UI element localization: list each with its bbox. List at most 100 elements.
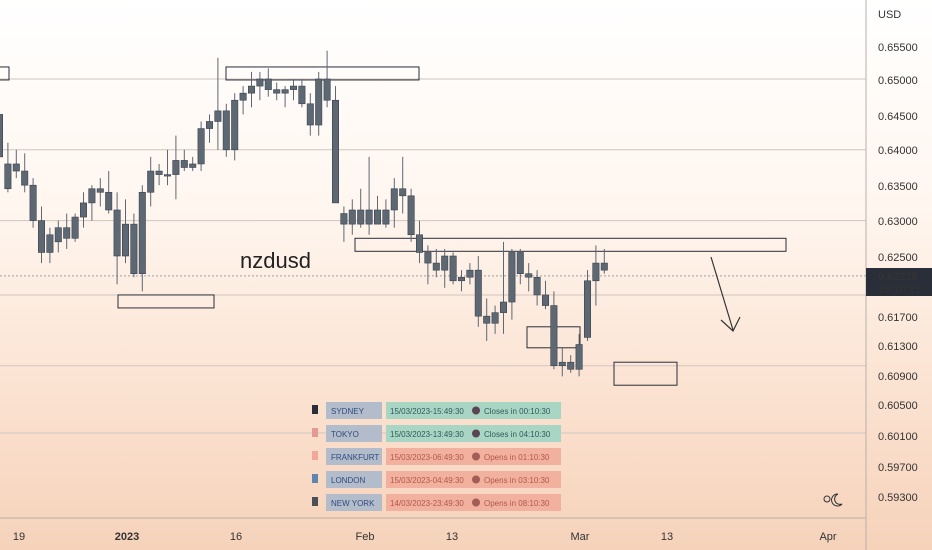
candle[interactable] xyxy=(214,110,222,122)
candle[interactable] xyxy=(340,213,348,225)
session-status: Opens in 03:10:30 xyxy=(484,476,550,485)
candle[interactable] xyxy=(222,110,230,151)
candle[interactable] xyxy=(12,163,20,172)
candle[interactable] xyxy=(29,184,37,221)
candle[interactable] xyxy=(583,280,591,338)
projection-arrow[interactable] xyxy=(710,256,734,331)
candle[interactable] xyxy=(113,209,121,257)
candle[interactable] xyxy=(315,78,323,126)
candle[interactable] xyxy=(281,89,289,94)
candle[interactable] xyxy=(474,269,482,317)
candle[interactable] xyxy=(558,361,566,367)
zone-box[interactable] xyxy=(0,66,10,81)
candle[interactable] xyxy=(71,216,79,239)
candle[interactable] xyxy=(415,234,423,253)
candle[interactable] xyxy=(231,99,239,151)
candle[interactable] xyxy=(289,85,297,90)
candle[interactable] xyxy=(298,85,306,105)
candle[interactable] xyxy=(550,305,558,367)
candle[interactable] xyxy=(466,269,474,278)
zone-box[interactable] xyxy=(117,294,215,309)
session-color-square xyxy=(312,405,318,414)
arrow-head xyxy=(720,316,741,332)
candle[interactable] xyxy=(172,160,180,175)
candle[interactable] xyxy=(197,128,205,165)
candle[interactable] xyxy=(575,344,583,370)
candle[interactable] xyxy=(491,312,499,324)
candle[interactable] xyxy=(331,99,339,204)
candle[interactable] xyxy=(164,174,172,177)
candle[interactable] xyxy=(273,89,281,94)
candle[interactable] xyxy=(130,223,138,275)
candle[interactable] xyxy=(37,220,45,253)
session-name-cell xyxy=(326,425,382,442)
candle[interactable] xyxy=(256,78,264,87)
candle[interactable] xyxy=(189,163,197,168)
session-state-dot xyxy=(472,406,480,415)
candle[interactable] xyxy=(0,114,4,158)
candle[interactable] xyxy=(88,188,96,204)
candle[interactable] xyxy=(399,188,407,197)
candle[interactable] xyxy=(567,361,575,370)
time-tick: 16 xyxy=(230,531,242,543)
session-time: 14/03/2023-23:49:30 xyxy=(390,499,464,508)
candle[interactable] xyxy=(264,78,272,90)
candle[interactable] xyxy=(248,85,256,94)
candle[interactable] xyxy=(390,188,398,211)
last-price-badge xyxy=(866,268,932,296)
candle[interactable] xyxy=(21,170,29,186)
candle[interactable] xyxy=(180,160,188,168)
candle[interactable] xyxy=(373,209,381,225)
candle[interactable] xyxy=(382,209,390,225)
candle[interactable] xyxy=(441,255,449,271)
candle[interactable] xyxy=(592,262,600,282)
session-time: 15/03/2023-15:49:30 xyxy=(390,407,464,416)
candle[interactable] xyxy=(533,276,541,296)
candle[interactable] xyxy=(96,188,104,193)
zone-box[interactable] xyxy=(225,66,420,81)
candle[interactable] xyxy=(449,255,457,282)
candle[interactable] xyxy=(323,78,331,101)
moon-icon[interactable] xyxy=(831,493,843,507)
candle[interactable] xyxy=(105,191,113,211)
candle[interactable] xyxy=(80,202,88,218)
candle[interactable] xyxy=(516,252,524,275)
session-time: 15/03/2023-04:49:30 xyxy=(390,476,464,485)
candle[interactable] xyxy=(483,315,491,324)
candle[interactable] xyxy=(54,227,62,243)
candle[interactable] xyxy=(155,170,163,175)
session-status: Opens in 01:10:30 xyxy=(484,453,550,462)
candle[interactable] xyxy=(122,223,130,257)
candle[interactable] xyxy=(306,103,314,126)
candle[interactable] xyxy=(63,227,71,239)
session-time: 15/03/2023-06:49:30 xyxy=(390,453,464,462)
candle[interactable] xyxy=(600,262,608,271)
candle[interactable] xyxy=(138,191,146,274)
session-name: LONDON xyxy=(331,476,365,485)
zone-box[interactable] xyxy=(354,237,787,252)
price-tick: 0.63000 xyxy=(878,216,918,228)
candle[interactable] xyxy=(206,121,214,129)
candle[interactable] xyxy=(508,252,516,303)
candle[interactable] xyxy=(147,170,155,193)
candle[interactable] xyxy=(525,273,533,278)
candle[interactable] xyxy=(541,294,549,306)
candle[interactable] xyxy=(407,195,415,236)
sun-icon[interactable] xyxy=(823,495,831,503)
candle[interactable] xyxy=(239,92,247,101)
candle[interactable] xyxy=(46,234,54,253)
candle[interactable] xyxy=(4,163,12,190)
price-tick: 0.59300 xyxy=(878,492,918,504)
zone-box[interactable] xyxy=(613,361,678,386)
candle[interactable] xyxy=(457,276,465,282)
candle[interactable] xyxy=(499,301,507,313)
candle[interactable] xyxy=(357,209,365,225)
price-tick: 0.60900 xyxy=(878,371,918,383)
candle[interactable] xyxy=(432,262,440,271)
candle[interactable] xyxy=(365,209,373,225)
candle[interactable] xyxy=(348,209,356,225)
candle[interactable] xyxy=(424,252,432,264)
session-status: Opens in 08:10:30 xyxy=(484,499,550,508)
